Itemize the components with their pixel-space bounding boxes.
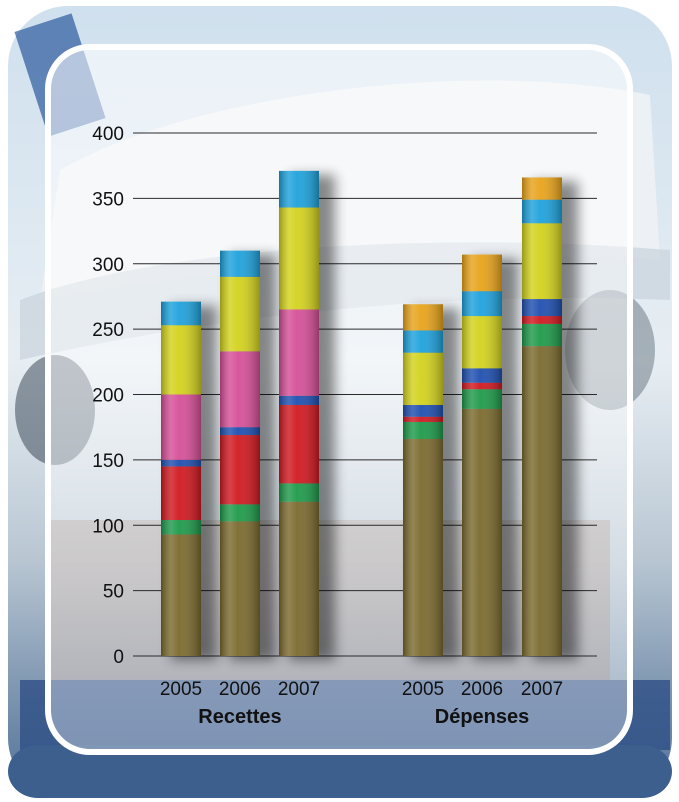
bar-stack bbox=[279, 170, 319, 657]
y-tick-label: 350 bbox=[92, 189, 124, 210]
y-tick-label: 50 bbox=[103, 582, 124, 603]
y-tick-label: 0 bbox=[113, 647, 124, 668]
y-tick-label: 300 bbox=[92, 255, 124, 276]
bar-stack bbox=[522, 177, 562, 656]
bar-stack bbox=[161, 301, 201, 656]
group-label: Dépenses bbox=[435, 706, 530, 728]
y-tick-label: 150 bbox=[92, 451, 124, 472]
bar-highlight bbox=[220, 250, 260, 657]
x-tick-label: 2007 bbox=[278, 679, 320, 700]
bar-stack bbox=[462, 254, 502, 656]
y-tick-label: 200 bbox=[92, 386, 124, 407]
y-tick-label: 100 bbox=[92, 516, 124, 537]
bar-highlight bbox=[522, 177, 562, 656]
bar-highlight bbox=[161, 301, 201, 656]
bar-highlight bbox=[403, 304, 443, 656]
x-axis: 2005 2006 2007 2005 2006 2007 Recettes Dépenses bbox=[160, 679, 563, 728]
bars bbox=[161, 170, 562, 657]
y-axis: 0 50 100 150 200 250 300 350 400 bbox=[92, 124, 124, 668]
x-tick-label: 2006 bbox=[219, 679, 261, 700]
bar-highlight bbox=[279, 170, 319, 657]
bar-highlight bbox=[462, 254, 502, 656]
y-tick-label: 250 bbox=[92, 320, 124, 341]
bar-stack bbox=[403, 304, 443, 656]
x-tick-label: 2005 bbox=[402, 679, 444, 700]
bar-stack bbox=[220, 250, 260, 657]
group-label: Recettes bbox=[198, 706, 281, 728]
x-tick-label: 2005 bbox=[160, 679, 202, 700]
x-tick-label: 2007 bbox=[521, 679, 563, 700]
x-tick-label: 2006 bbox=[461, 679, 503, 700]
y-tick-label: 400 bbox=[92, 124, 124, 145]
